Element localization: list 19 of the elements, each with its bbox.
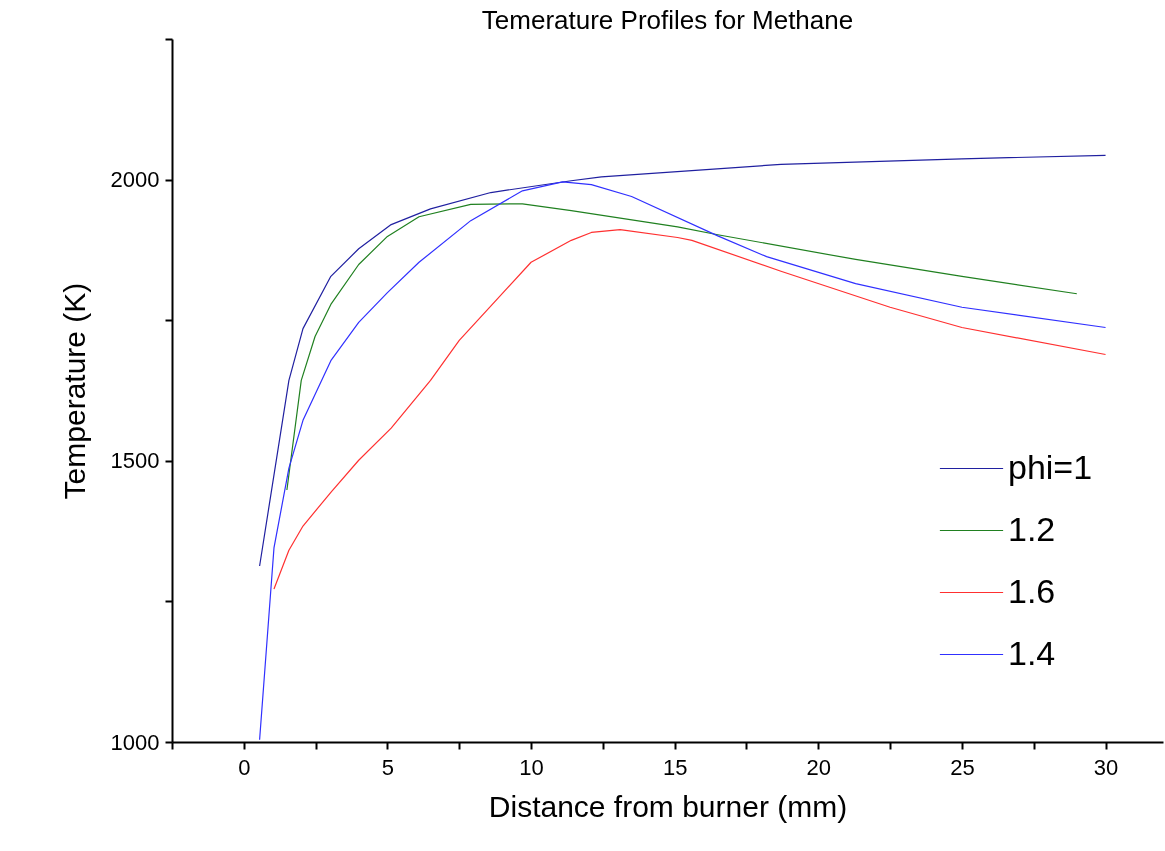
y-tick-label: 1500 [110,448,160,474]
x-tick-label: 5 [381,754,395,780]
x-tick-label: 10 [519,754,544,780]
legend-label: phi=1 [1008,447,1093,486]
legend-label: 1.4 [1008,633,1056,672]
y-axis-title: Temperature (K) [57,282,91,500]
line-series [259,181,1107,741]
x-tick-label: 25 [950,754,975,780]
x-tick-label: 0 [238,754,251,780]
line-series [259,154,1107,567]
x-axis-title: Distance from burner (mm) [488,789,848,823]
x-tick-label: 30 [1093,754,1119,780]
x-tick-label: 20 [806,754,832,780]
legend-label: 1.6 [1008,571,1056,610]
chart-title: Temerature Profiles for Methane [481,5,854,35]
y-tick-label: 2000 [110,167,160,193]
x-tick-label: 15 [662,754,688,780]
legend-label: 1.2 [1008,509,1056,548]
y-tick-label: 1000 [110,729,160,755]
